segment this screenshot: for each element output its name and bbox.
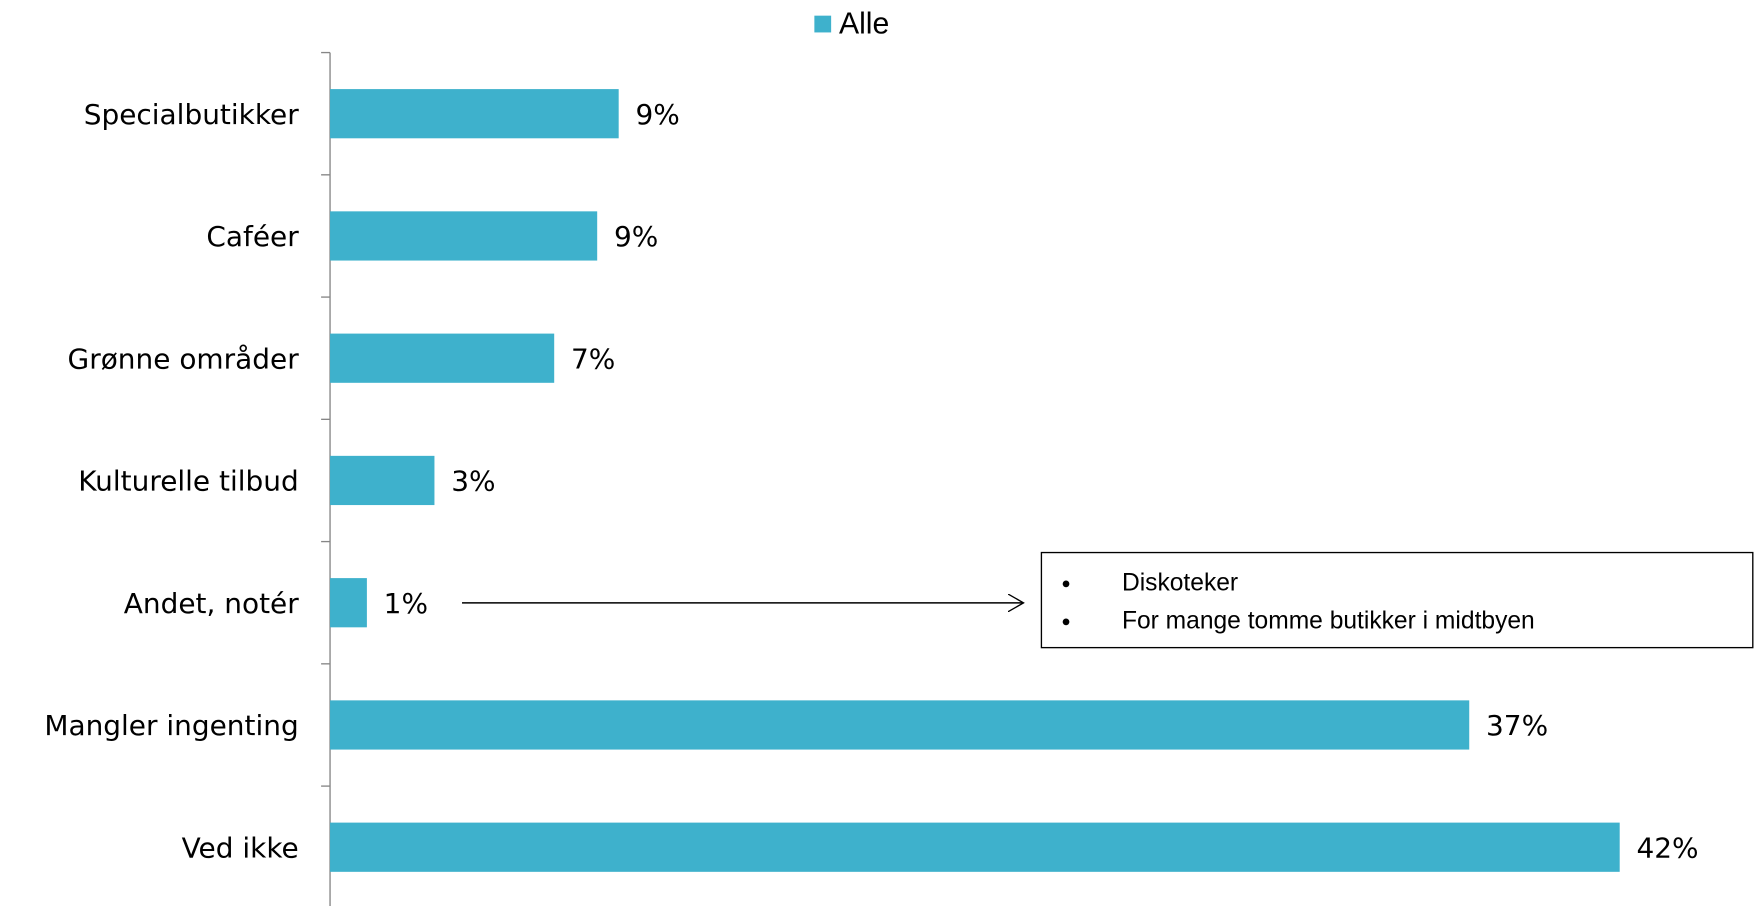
value-label: 3% xyxy=(451,465,495,498)
value-label: 7% xyxy=(571,342,615,375)
bullet xyxy=(1062,580,1070,588)
bar xyxy=(330,89,619,139)
value-label: 37% xyxy=(1486,709,1548,742)
legend-label: Alle xyxy=(839,8,889,41)
category-label: Kulturelle tilbud xyxy=(78,465,299,498)
bar xyxy=(330,211,598,261)
annotation-item: Diskoteker xyxy=(1122,569,1238,596)
category-label: Andet, notér xyxy=(124,587,299,620)
bar xyxy=(330,333,555,383)
bar xyxy=(330,700,1470,750)
bar xyxy=(330,578,367,628)
category-label: Ved ikke xyxy=(182,831,299,864)
bar xyxy=(330,455,435,506)
legend-swatch xyxy=(814,15,832,33)
value-label: 42% xyxy=(1636,831,1698,864)
annotation-item: For mange tomme butikker i midtbyen xyxy=(1122,607,1535,634)
value-label: 9% xyxy=(635,98,679,131)
bar xyxy=(330,822,1620,872)
category-label: Grønne områder xyxy=(68,342,300,375)
category-label: Specialbutikker xyxy=(84,98,299,131)
category-label: Mangler ingenting xyxy=(44,709,298,742)
value-label: 9% xyxy=(614,220,658,253)
bullet xyxy=(1062,618,1070,626)
value-label: 1% xyxy=(384,587,428,620)
annotation-box xyxy=(1040,551,1754,649)
category-label: Caféer xyxy=(206,220,299,253)
